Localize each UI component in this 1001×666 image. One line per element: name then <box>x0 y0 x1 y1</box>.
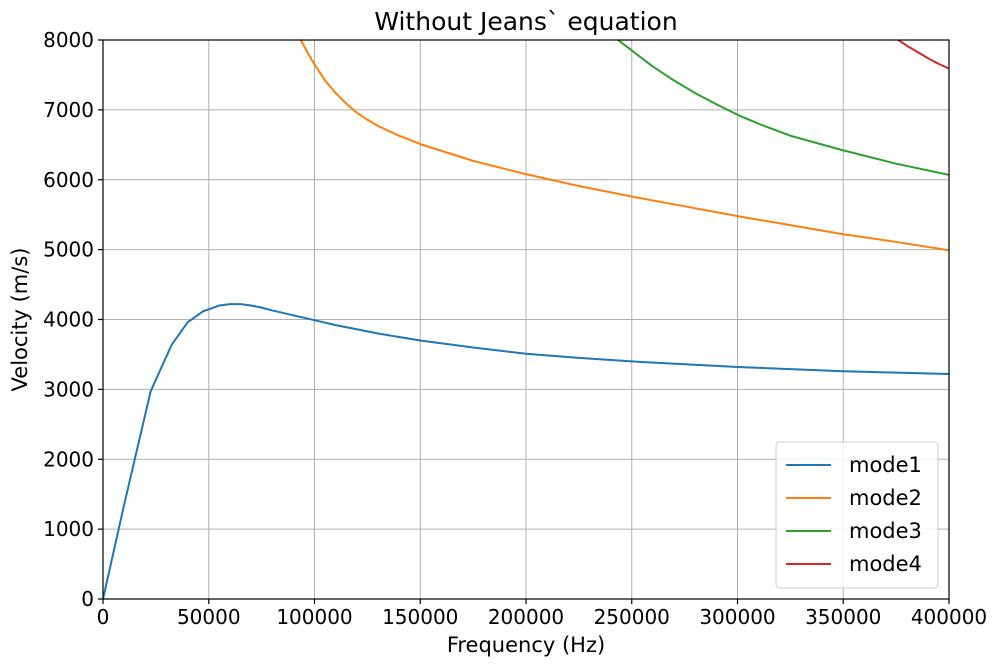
legend-label-mode2: mode2 <box>849 486 922 510</box>
legend-label-mode4: mode4 <box>849 552 922 576</box>
x-tick-label: 350000 <box>805 605 881 629</box>
series-layer <box>103 40 949 599</box>
y-tick-label: 2000 <box>43 447 94 471</box>
legend-label-mode3: mode3 <box>849 519 922 543</box>
x-tick-label: 100000 <box>276 605 352 629</box>
x-tick-label: 200000 <box>488 605 564 629</box>
x-tick-label: 250000 <box>594 605 670 629</box>
chart-title: Without Jeans` equation <box>374 7 677 36</box>
x-tick-label: 300000 <box>699 605 775 629</box>
x-tick-label: 50000 <box>177 605 241 629</box>
legend-box <box>775 441 939 589</box>
y-tick-label: 7000 <box>43 98 94 122</box>
y-tick-label: 6000 <box>43 168 94 192</box>
x-tick-label: 0 <box>97 605 110 629</box>
y-tick-label: 1000 <box>43 517 94 541</box>
x-tick-label: 150000 <box>382 605 458 629</box>
series-line-mode3 <box>617 40 949 176</box>
series-line-mode2 <box>299 40 949 252</box>
legend-label-mode1: mode1 <box>849 453 922 477</box>
y-axis-title: Velocity (m/s) <box>8 248 32 392</box>
x-axis-title: Frequency (Hz) <box>447 633 605 657</box>
y-tick-label: 8000 <box>43 28 94 52</box>
y-tick-label: 4000 <box>43 308 94 332</box>
series-line-mode1 <box>103 303 949 599</box>
y-tick-label: 3000 <box>43 377 94 401</box>
y-tick-label: 0 <box>81 587 94 611</box>
legend: mode1 mode2 mode3 mode4 <box>775 441 939 589</box>
x-tick-label: 400000 <box>911 605 987 629</box>
tick-layer: 0 50000 100000 150000 200000 250000 300000 3500… <box>43 28 987 629</box>
series-line-mode4 <box>897 40 949 70</box>
y-tick-label: 5000 <box>43 238 94 262</box>
